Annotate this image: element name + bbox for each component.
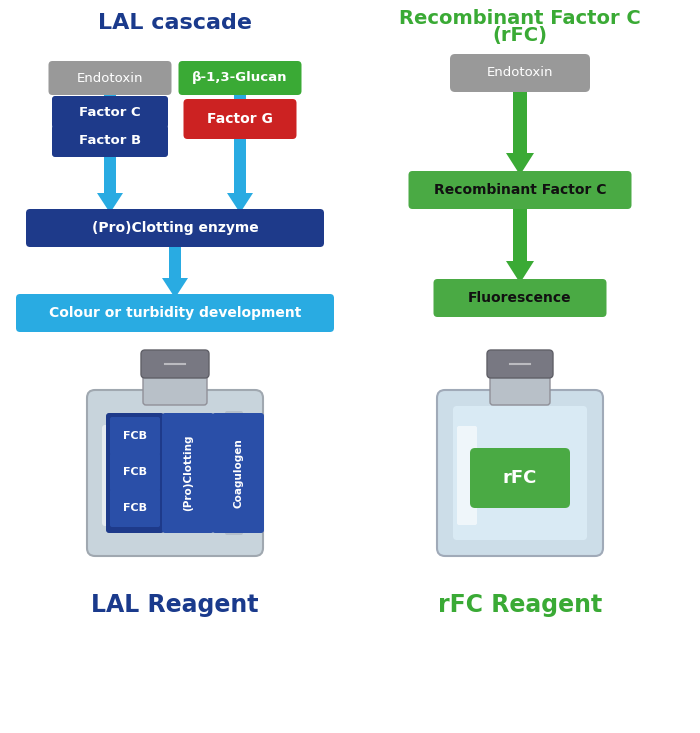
FancyBboxPatch shape: [178, 61, 302, 95]
FancyBboxPatch shape: [110, 417, 160, 455]
FancyBboxPatch shape: [110, 489, 160, 527]
FancyBboxPatch shape: [110, 453, 160, 491]
FancyBboxPatch shape: [183, 99, 297, 139]
Text: (Pro)Clotting: (Pro)Clotting: [183, 435, 193, 511]
FancyBboxPatch shape: [106, 413, 164, 533]
FancyBboxPatch shape: [225, 411, 243, 535]
FancyBboxPatch shape: [162, 413, 214, 533]
FancyBboxPatch shape: [26, 209, 324, 247]
FancyBboxPatch shape: [490, 369, 550, 405]
FancyBboxPatch shape: [409, 171, 631, 209]
Text: Fluorescence: Fluorescence: [468, 291, 572, 305]
FancyBboxPatch shape: [141, 350, 209, 378]
Text: rFC: rFC: [503, 469, 537, 487]
Polygon shape: [97, 155, 123, 213]
FancyBboxPatch shape: [212, 413, 264, 533]
FancyBboxPatch shape: [470, 448, 570, 508]
Text: Colour or turbidity development: Colour or turbidity development: [49, 306, 301, 320]
FancyBboxPatch shape: [102, 425, 126, 526]
Text: Recombinant Factor C: Recombinant Factor C: [434, 183, 606, 197]
FancyBboxPatch shape: [453, 406, 587, 540]
Polygon shape: [162, 244, 188, 298]
Polygon shape: [234, 92, 246, 138]
Text: Factor C: Factor C: [79, 106, 141, 119]
Text: Endotoxin: Endotoxin: [486, 67, 553, 79]
Text: FCB: FCB: [123, 503, 147, 513]
FancyBboxPatch shape: [143, 369, 207, 405]
FancyBboxPatch shape: [433, 279, 606, 317]
Polygon shape: [104, 92, 116, 138]
Polygon shape: [506, 206, 534, 283]
Text: Endotoxin: Endotoxin: [77, 72, 144, 84]
Text: LAL Reagent: LAL Reagent: [91, 593, 259, 617]
FancyBboxPatch shape: [87, 390, 263, 556]
Text: (Pro)Clotting enzyme: (Pro)Clotting enzyme: [92, 221, 258, 235]
Text: Recombinant Factor C: Recombinant Factor C: [399, 9, 641, 28]
FancyBboxPatch shape: [487, 350, 553, 378]
FancyBboxPatch shape: [437, 390, 603, 556]
FancyBboxPatch shape: [457, 426, 477, 525]
Text: (rFC): (rFC): [493, 26, 547, 45]
FancyBboxPatch shape: [450, 54, 590, 92]
Text: FCB: FCB: [123, 431, 147, 441]
Text: LAL cascade: LAL cascade: [98, 13, 252, 33]
Text: Coagulogen: Coagulogen: [233, 438, 243, 508]
Polygon shape: [506, 88, 534, 175]
Polygon shape: [227, 135, 253, 213]
FancyBboxPatch shape: [52, 96, 168, 128]
Text: Factor B: Factor B: [79, 134, 141, 147]
Text: Factor G: Factor G: [207, 112, 273, 126]
FancyBboxPatch shape: [16, 294, 334, 332]
FancyBboxPatch shape: [48, 61, 172, 95]
Text: rFC Reagent: rFC Reagent: [438, 593, 602, 617]
Text: FCB: FCB: [123, 467, 147, 477]
Text: β-1,3-Glucan: β-1,3-Glucan: [193, 72, 288, 84]
FancyBboxPatch shape: [52, 125, 168, 157]
